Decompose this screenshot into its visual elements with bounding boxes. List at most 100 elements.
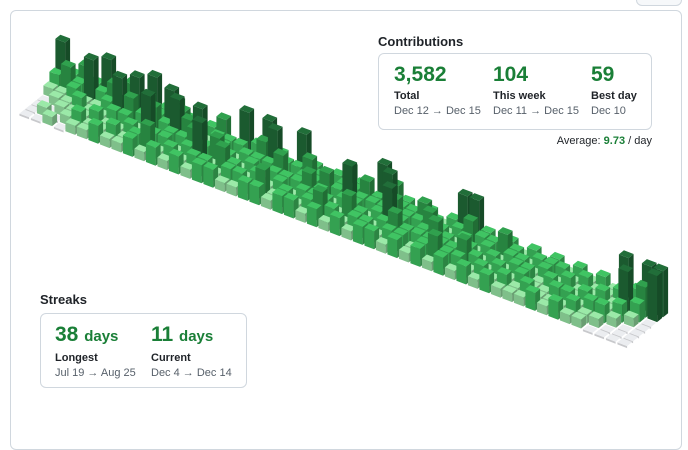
contribution-cube	[623, 310, 639, 319]
day-cell	[479, 267, 495, 294]
contribution-cube	[480, 225, 496, 234]
contribution-cube	[145, 139, 161, 148]
day-cell	[364, 223, 380, 250]
contribution-cube	[163, 125, 179, 134]
stat-range: Dec 10	[591, 105, 626, 117]
contribution-cube	[296, 127, 312, 135]
contribution-cube	[416, 236, 432, 245]
day-cell	[571, 311, 587, 329]
stat-range: Dec 12 → Dec 15	[394, 105, 481, 117]
contribution-cube	[272, 188, 288, 197]
contribution-cube	[290, 159, 306, 168]
contribution-cube	[595, 269, 611, 278]
contribution-cube	[639, 300, 645, 323]
contribution-cube	[163, 139, 179, 148]
contribution-cube	[140, 88, 156, 97]
contribution-cube	[616, 314, 622, 328]
contribution-cube	[467, 272, 483, 280]
contribution-cube	[272, 192, 283, 215]
contribution-cube	[226, 156, 242, 165]
contribution-cube	[140, 118, 156, 127]
contribution-cube	[496, 267, 512, 275]
contribution-cube	[451, 221, 467, 230]
contribution-cube	[272, 174, 288, 183]
contribution-cube	[456, 262, 467, 285]
contribution-cube	[25, 104, 41, 113]
contribution-cube	[565, 293, 581, 302]
contribution-cube	[641, 259, 657, 267]
contribution-cube	[560, 270, 576, 279]
day-cell	[617, 338, 633, 349]
contribution-cube	[559, 311, 570, 325]
contribution-cube	[89, 98, 105, 107]
contribution-cube	[486, 234, 502, 243]
contribution-cube	[237, 175, 253, 183]
contribution-cube	[197, 152, 213, 161]
contribution-cube	[295, 206, 311, 214]
stat: 59 Best day Dec 10	[591, 62, 637, 117]
contribution-cube	[422, 205, 438, 214]
contribution-cube	[329, 214, 340, 237]
contribution-cube	[364, 227, 375, 250]
contribution-cube	[635, 323, 651, 332]
contribution-cube	[164, 83, 180, 92]
average-value: 9.73	[603, 135, 626, 147]
contribution-cube	[36, 100, 52, 108]
contribution-cube	[513, 289, 529, 298]
contribution-cube	[468, 249, 484, 257]
stat-label: This week	[493, 90, 546, 102]
contribution-cube	[106, 103, 122, 112]
contribution-cube	[532, 252, 548, 261]
contribution-cube	[145, 144, 156, 166]
day-cell	[606, 310, 622, 328]
isometric-calendar	[19, 34, 669, 349]
contribution-cube	[536, 298, 552, 307]
contribution-cube	[618, 250, 634, 259]
contribution-cube	[49, 67, 65, 76]
contribution-cube	[312, 184, 328, 193]
streaks-title: Streaks	[40, 292, 87, 307]
contribution-cube	[633, 314, 639, 328]
contribution-cube	[353, 205, 369, 213]
day-cell	[605, 333, 621, 344]
contribution-cube	[168, 152, 179, 175]
contribution-cube	[71, 104, 87, 113]
contribution-cube	[302, 152, 318, 161]
contribution-cube	[19, 109, 35, 118]
contribution-cube	[60, 59, 76, 68]
contribution-cube	[525, 285, 541, 293]
day-cell	[168, 148, 184, 175]
stat-value: 11	[151, 323, 174, 346]
contribution-cube	[600, 324, 616, 333]
contribution-cube	[324, 201, 340, 209]
contribution-cube	[577, 306, 593, 315]
stat-unit: days	[179, 328, 214, 345]
contribution-cube	[341, 227, 352, 241]
contribution-cube	[147, 69, 163, 78]
contribution-cube	[290, 173, 306, 182]
contribution-cube	[168, 148, 184, 157]
contribution-cube	[548, 298, 559, 320]
contribution-cube	[88, 103, 104, 112]
contribution-cube	[647, 272, 658, 323]
contribution-cube	[267, 165, 283, 173]
day-cell	[456, 258, 472, 285]
contribution-cube	[233, 137, 249, 146]
contribution-cube	[71, 90, 87, 99]
contribution-cube	[519, 275, 535, 284]
contribution-cube	[457, 188, 473, 197]
contribution-cube	[387, 236, 398, 259]
contribution-cube	[42, 113, 53, 127]
day-cell	[19, 109, 35, 120]
contribution-cube	[216, 112, 232, 121]
contribution-cube	[53, 122, 69, 131]
stat: 38 days Longest Jul 19 → Aug 25	[55, 322, 136, 379]
contribution-cube	[192, 101, 208, 110]
contribution-cube	[122, 131, 138, 139]
contribution-cube	[474, 230, 490, 239]
contribution-cube	[605, 333, 621, 342]
contribution-cube	[352, 219, 368, 227]
day-cell	[525, 285, 541, 311]
contribution-cube	[42, 109, 58, 118]
contribution-cube	[543, 256, 559, 265]
